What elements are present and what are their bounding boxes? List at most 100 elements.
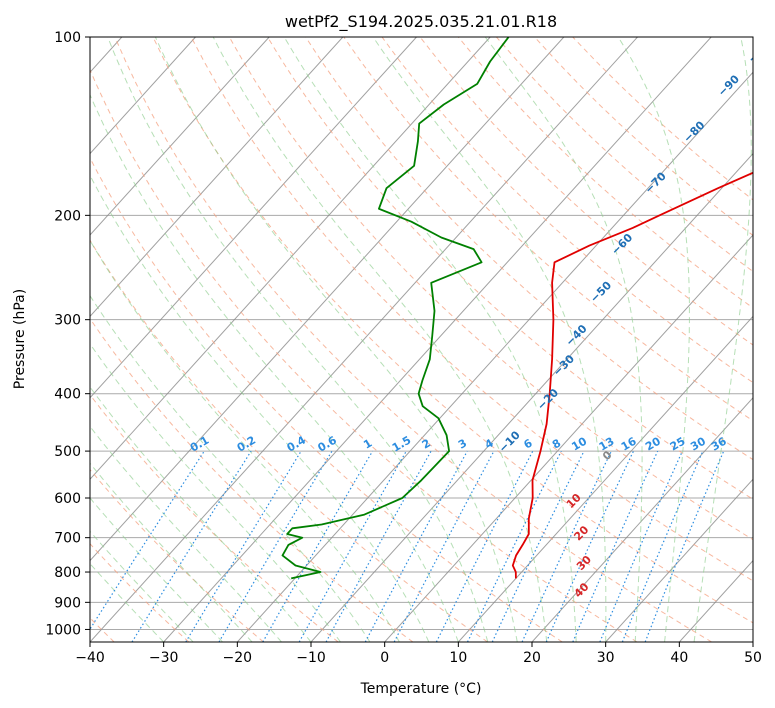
dry-adiabat-line [190,37,753,582]
y-tick-label: 300 [54,313,81,329]
mixing-ratio-line [572,450,659,642]
isotherm-line [90,37,196,155]
y-tick-label: 600 [54,491,81,507]
isotherm-line [384,234,753,642]
moist-adiabat-line [372,37,607,642]
moist-adiabat-line [90,462,253,642]
dry-adiabat-label: −30 [551,352,578,379]
y-axis-label: Pressure (hPa) [12,289,28,389]
x-tick-label: 40 [670,650,688,666]
x-tick-label: −30 [149,650,179,666]
isotherm-line [163,37,712,642]
mixing-ratio-line [491,450,585,642]
dry-adiabat-line [267,37,753,500]
mixing-ratio-line [644,450,725,642]
isotherm-line [90,37,491,480]
mixing-ratio-label: 8 [550,437,563,452]
moist-adiabat-line [693,37,752,642]
dry-adiabat-line [90,393,339,642]
dry-adiabat-line [419,37,753,346]
dry-adiabat-label: −80 [681,118,708,145]
dewpoint-profile [281,37,510,580]
moist-adiabat-line [283,37,577,642]
mixing-ratio-line [131,450,252,642]
dry-adiabat-line [90,317,414,642]
mixing-ratio-label: 6 [521,436,534,451]
mixing-ratio-line [262,450,374,642]
isotherm-line [90,37,417,399]
y-tick-label: 700 [54,531,81,547]
dry-adiabat-label: −90 [715,72,742,99]
moist-adiabat-line [90,239,400,642]
dry-adiabat-label: −40 [563,322,590,349]
mixing-ratio-line [90,450,205,631]
y-tick-label: 500 [54,444,81,460]
dry-adiabat-label: 10 [564,491,584,511]
dry-adiabat-line [343,37,753,422]
isotherm-line [236,71,753,642]
chart-title: wetPf2_S194.2025.035.21.01.R18 [285,12,557,32]
moist-adiabat-line [617,37,690,642]
y-tick-label: 100 [54,30,81,46]
dry-adiabat-line [152,37,753,624]
dry-adiabat-line [228,37,753,541]
x-tick-label: −10 [296,650,326,666]
mixing-ratio-line [298,450,407,642]
dry-adiabat-line [90,239,488,642]
y-tick-label: 400 [54,387,81,403]
x-tick-label: 50 [744,650,762,666]
mixing-ratio-line [466,450,562,642]
mixing-ratio-line [393,450,495,642]
y-tick-label: 1000 [45,622,81,638]
x-tick-label: 30 [597,650,615,666]
moist-adiabat-line [90,343,341,642]
moist-adiabat-line [154,37,518,642]
y-tick-label: 200 [54,208,81,224]
y-tick-label: 900 [54,595,81,611]
moist-adiabat-line [212,37,548,642]
x-tick-label: −20 [223,650,253,666]
moist-adiabat-line [107,37,489,642]
mixing-ratio-label: 2 [420,437,433,452]
mixing-ratio-line [621,450,704,642]
mixing-ratio-line [545,450,635,642]
mixing-ratio-line [435,450,534,642]
dry-adiabat-line [114,37,712,642]
dry-adiabat-label: 40 [572,580,592,600]
moist-adiabat-line [90,497,223,642]
dry-adiabat-label: −70 [642,169,669,196]
isotherm-line [90,37,565,562]
isotherm-line [90,37,270,236]
isotherm-line [605,478,753,642]
mixing-ratio-label: 1 [361,437,374,452]
x-tick-label: 0 [380,650,389,666]
mixing-ratio-line [185,450,302,642]
moist-adiabat-line [484,37,643,642]
dry-adiabat-label: −50 [588,279,615,306]
dry-adiabat-label: 20 [571,523,591,543]
moist-adiabat-line [90,294,371,642]
x-axis-label: Temperature (°C) [360,681,482,697]
mixing-ratio-line [599,450,683,642]
y-tick-label: 800 [54,565,81,581]
moist-adiabat-line [90,174,430,642]
moist-adiabat-line [90,425,282,642]
dry-adiabat-label: 30 [574,553,594,573]
x-tick-label: 10 [449,650,467,666]
moist-adiabat-line [90,386,312,642]
isotherm-line [531,397,753,642]
dry-adiabat-label: −100 [745,33,775,65]
x-tick-label: −40 [75,650,105,666]
temperature-profile [511,171,753,579]
isotherm-line [457,315,753,642]
isotherm-line [90,37,638,642]
mixing-ratio-label: 3 [456,437,469,452]
dry-adiabat-line [90,542,190,642]
moist-adiabat-line [90,93,459,642]
plot-frame [89,36,754,643]
dry-adiabat-line [305,37,753,461]
x-tick-label: 20 [523,650,541,666]
isotherm-line [90,37,344,318]
mixing-ratio-line [364,450,468,642]
